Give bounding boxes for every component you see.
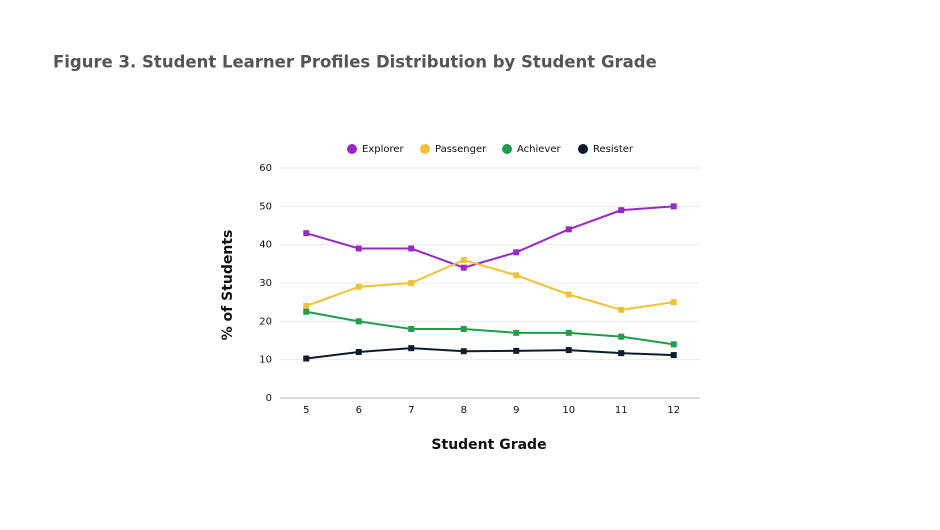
data-point xyxy=(460,348,467,355)
data-point xyxy=(618,306,625,313)
legend-marker xyxy=(502,144,512,154)
data-point xyxy=(355,283,362,290)
legend-label: Achiever xyxy=(517,144,562,155)
x-tick-label: 11 xyxy=(615,405,628,416)
x-tick-label: 7 xyxy=(408,405,414,416)
data-point xyxy=(408,245,415,252)
data-point xyxy=(408,326,415,332)
data-point xyxy=(565,291,572,298)
y-tick-label: 40 xyxy=(259,240,272,251)
series-line xyxy=(305,258,674,311)
data-point xyxy=(565,347,572,354)
data-point xyxy=(670,299,677,306)
data-point xyxy=(513,249,520,256)
legend-label: Passenger xyxy=(435,144,487,155)
data-point xyxy=(408,345,415,352)
data-point xyxy=(513,347,520,354)
x-tick-label: 5 xyxy=(303,405,309,416)
data-point xyxy=(460,264,467,271)
data-point xyxy=(618,333,625,340)
x-tick-label: 12 xyxy=(667,405,680,416)
data-point xyxy=(303,230,310,237)
data-point xyxy=(565,329,572,336)
legend-marker xyxy=(578,144,588,154)
data-point xyxy=(513,272,520,279)
x-tick-label: 10 xyxy=(562,405,575,416)
x-axis-label: Student Grade xyxy=(431,437,546,453)
data-point xyxy=(565,226,572,233)
x-tick-label: 8 xyxy=(461,405,467,416)
data-point xyxy=(460,257,467,263)
data-point xyxy=(670,203,677,210)
data-point xyxy=(670,341,677,348)
data-point xyxy=(670,352,677,359)
data-point xyxy=(303,355,310,362)
legend-marker xyxy=(420,144,430,154)
data-point xyxy=(513,329,520,336)
data-point xyxy=(355,245,362,252)
legend-label: Explorer xyxy=(362,144,405,155)
y-tick-label: 0 xyxy=(266,393,272,404)
series-line xyxy=(305,205,674,269)
y-tick-label: 10 xyxy=(259,355,272,366)
data-point xyxy=(303,308,310,315)
data-point xyxy=(355,318,362,325)
legend-marker xyxy=(347,144,357,154)
y-tick-label: 20 xyxy=(259,316,272,327)
legend-label: Resister xyxy=(593,144,634,155)
y-tick-label: 60 xyxy=(259,163,272,174)
series-line xyxy=(306,310,674,346)
chart-title: Figure 3. Student Learner Profiles Distr… xyxy=(53,53,657,72)
x-tick-label: 9 xyxy=(513,405,519,416)
data-point xyxy=(618,350,625,357)
data-point xyxy=(618,207,625,214)
y-tick-label: 50 xyxy=(259,201,272,212)
series-line xyxy=(306,347,674,360)
data-point xyxy=(355,349,362,355)
data-point xyxy=(408,280,415,286)
data-point xyxy=(460,326,467,332)
y-tick-label: 30 xyxy=(259,278,272,289)
data-point xyxy=(303,303,310,309)
y-axis-label: % of Students xyxy=(220,230,236,341)
x-tick-label: 6 xyxy=(356,405,362,416)
